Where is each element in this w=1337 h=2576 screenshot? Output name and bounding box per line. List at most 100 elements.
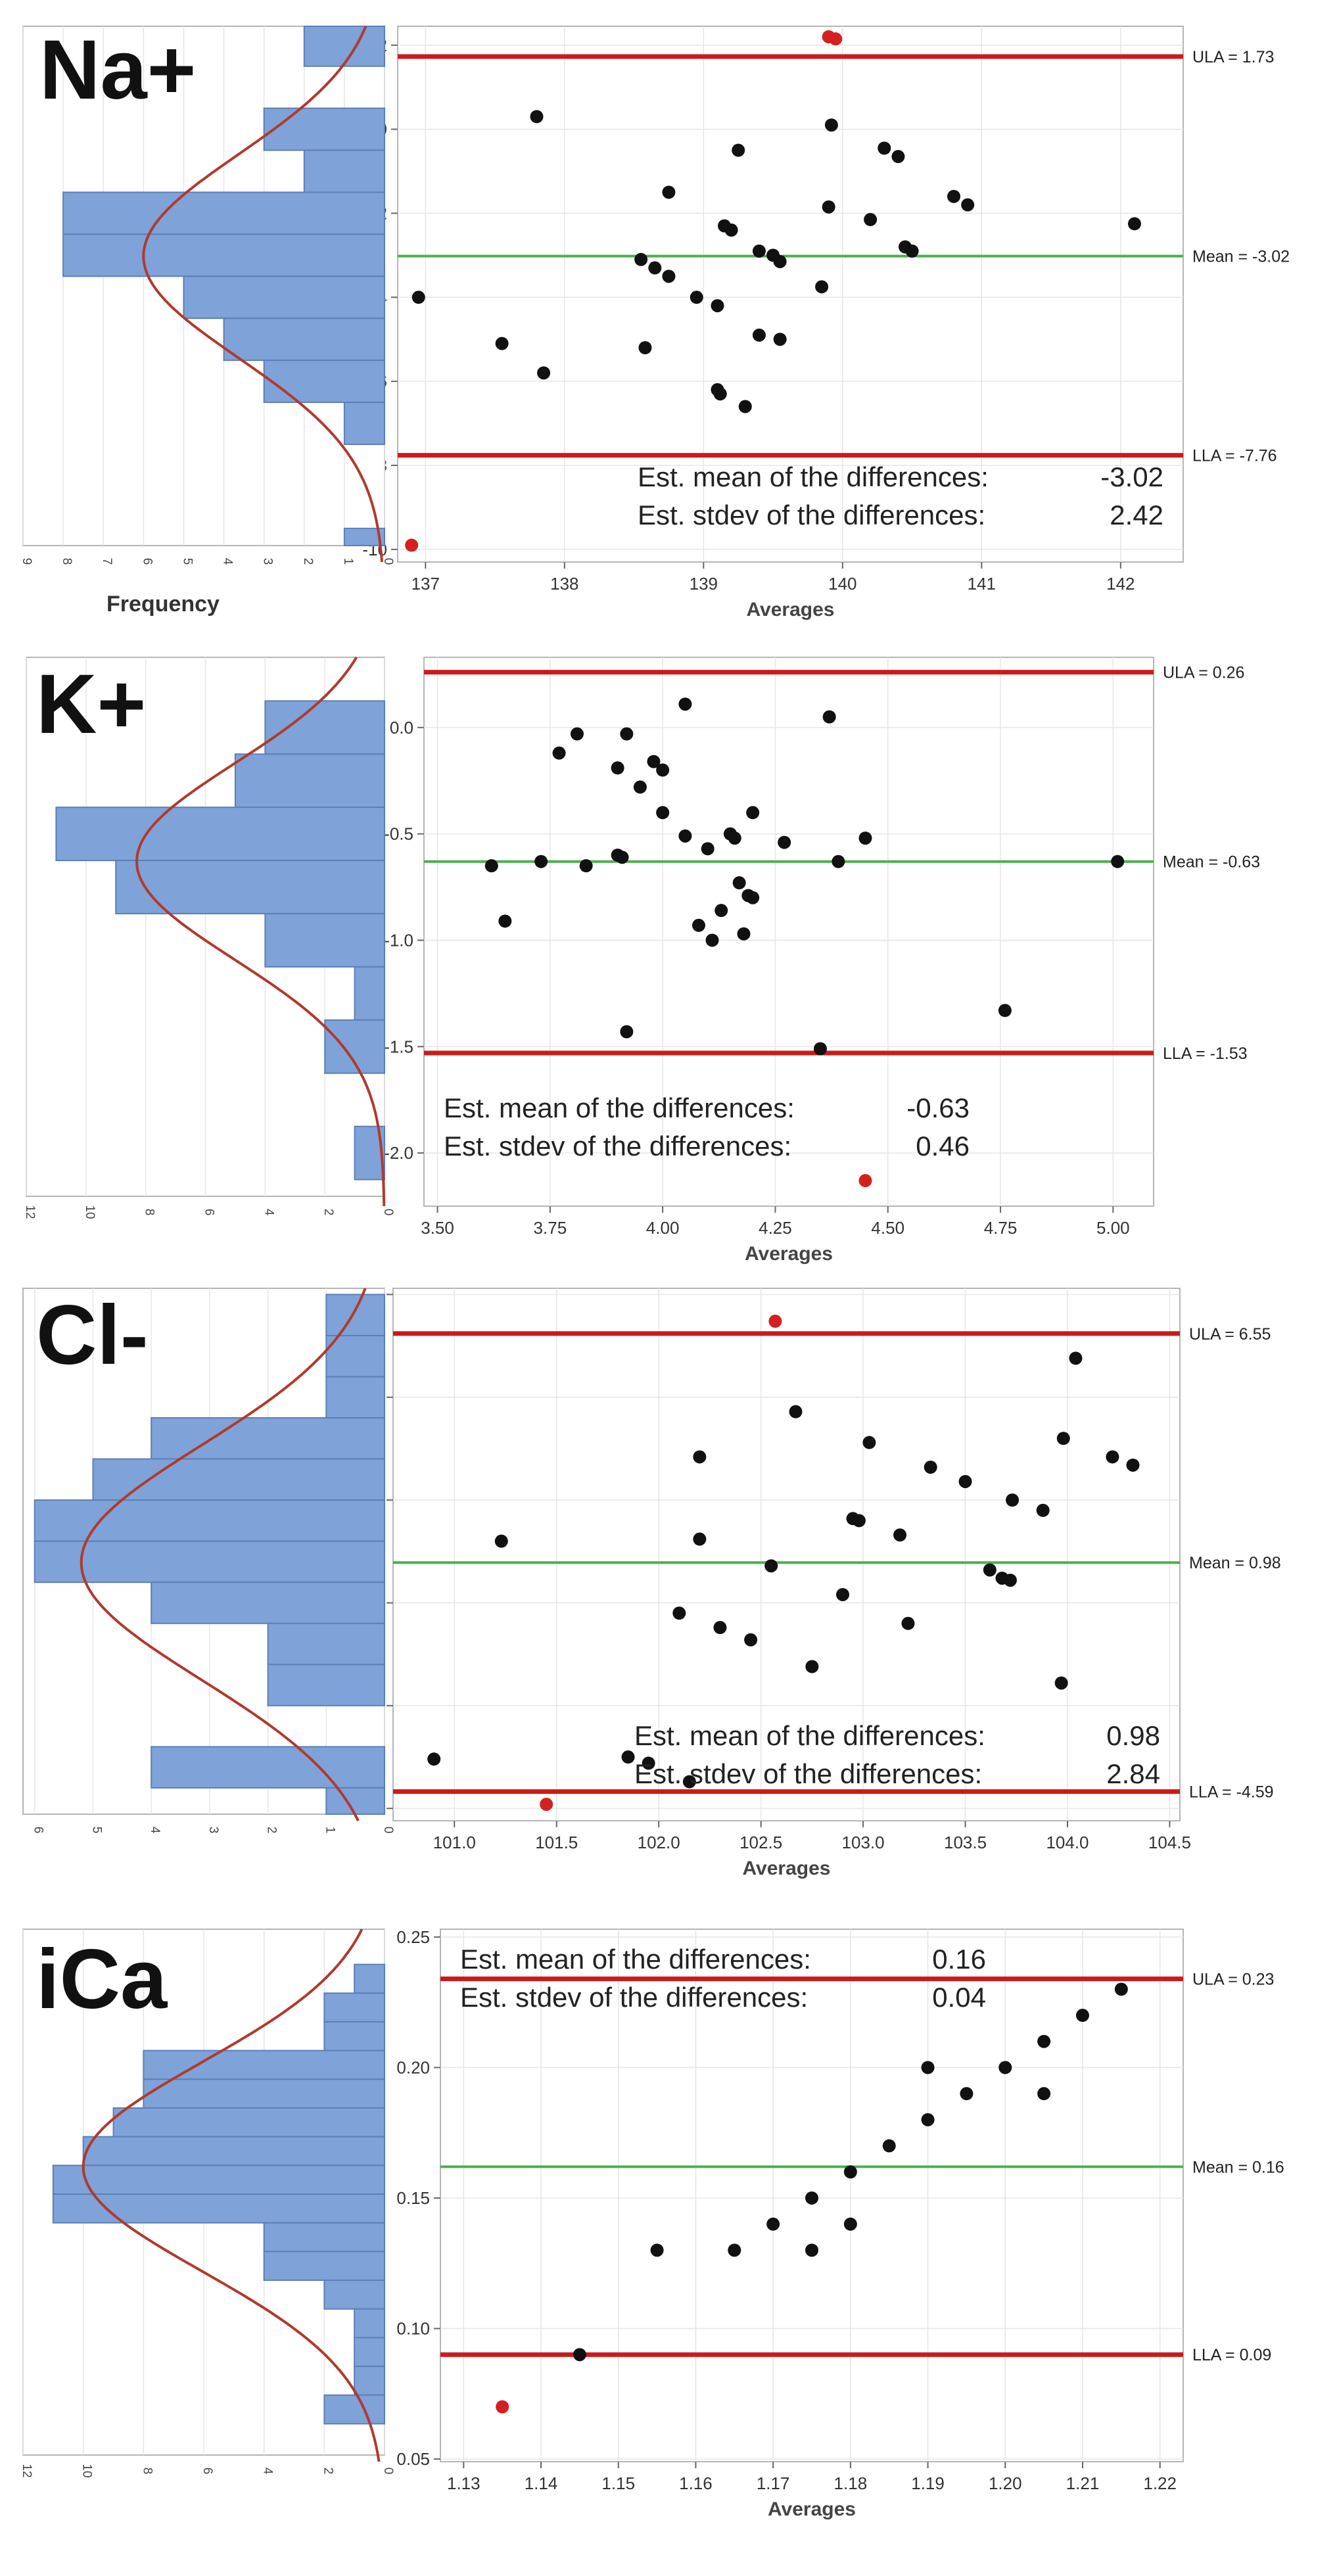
histogram-bar <box>343 402 386 446</box>
annotation-box: Est. mean of the differences: 0.98 Est. st… <box>634 1720 1160 1789</box>
x-axis-label: Averages <box>745 1243 833 1265</box>
data-point <box>891 150 905 164</box>
histogram-bar <box>325 1294 385 1336</box>
plot-frame <box>392 1288 1181 1821</box>
data-point <box>552 746 566 760</box>
data-point <box>843 2165 857 2179</box>
histogram-bar <box>323 2021 386 2051</box>
data-point <box>705 933 719 947</box>
histogram-tick-label: 8 <box>143 1209 156 1216</box>
k-scatter-plot: 3.50 3.75 4.00 4.25 4.50 4.75 5.00 0.0 -0.5 -1.0 -… <box>384 657 1260 1265</box>
data-point <box>650 2243 664 2257</box>
data-point <box>958 1474 972 1488</box>
x-axis-label: Averages <box>743 1858 831 1879</box>
x-tick-label: 103.5 <box>944 1833 987 1852</box>
y-tick-label: 0.0 <box>390 718 413 738</box>
histogram-tick-label: 4 <box>221 558 235 565</box>
histogram-bar <box>52 2193 385 2224</box>
data-point <box>724 223 738 237</box>
x-tick-label: 4.00 <box>646 1218 680 1238</box>
x-tick-label: 4.75 <box>984 1218 1018 1238</box>
data-point <box>656 763 670 777</box>
lla-label: LLA = 0.09 <box>1192 2346 1271 2364</box>
histogram-bar <box>223 317 385 362</box>
y-tick-label: 0.15 <box>396 2188 430 2208</box>
histogram-bar <box>55 807 386 862</box>
data-point <box>693 1450 707 1464</box>
histogram-tick-label: 2 <box>301 558 315 565</box>
histogram-tick-label: 4 <box>148 1827 162 1834</box>
data-point <box>621 1750 635 1764</box>
histogram-bar <box>325 1787 385 1815</box>
data-point <box>893 1528 907 1542</box>
annotation-label: Est. mean of the differences: <box>444 1092 795 1123</box>
y-tick-label: -1.5 <box>384 1037 413 1056</box>
data-point <box>832 855 845 868</box>
data-point <box>858 831 872 845</box>
data-point <box>864 213 878 227</box>
histogram-tick-label: 5 <box>89 1827 103 1834</box>
data-point <box>822 710 836 724</box>
annotation-value: 0.04 <box>932 1982 986 2013</box>
histogram-bar <box>34 1499 385 1542</box>
data-point <box>921 2113 935 2126</box>
data-point <box>732 876 746 890</box>
histogram-tick-label: 4 <box>262 1209 275 1216</box>
data-point <box>620 727 634 741</box>
histogram-tick-label: 9 <box>20 558 34 565</box>
x-tick-label: 141 <box>968 574 996 594</box>
histogram-bar <box>354 966 385 1021</box>
data-point <box>713 387 727 401</box>
data-point <box>1111 855 1125 868</box>
x-tick-label: 104.5 <box>1148 1833 1191 1852</box>
lla-label: LLA = -4.59 <box>1189 1783 1274 1802</box>
cl-scatter-plot: 101.0 101.5 102.0 102.5 103.0 103.5 104.0 104.5… <box>353 1284 1281 1879</box>
data-point <box>620 1025 634 1039</box>
outlier-point <box>405 538 419 552</box>
data-point <box>693 1532 707 1546</box>
data-point <box>824 118 838 132</box>
y-tick-label: 0.20 <box>396 2057 430 2077</box>
histogram-tick-label: 6 <box>200 2468 214 2475</box>
ula-label: ULA = 6.55 <box>1189 1325 1271 1344</box>
x-tick-label: 3.75 <box>534 1218 567 1238</box>
data-point <box>611 761 624 775</box>
annotation-box: Est. mean of the differences: 0.16 Est. st… <box>460 1944 986 2013</box>
histogram-tick-label: 3 <box>206 1827 220 1834</box>
histogram-tick-label: 7 <box>100 558 114 565</box>
histogram-tick-label: 6 <box>202 1209 216 1216</box>
data-point <box>901 1616 915 1630</box>
data-point <box>1075 2009 1089 2023</box>
histogram-bar <box>354 2366 386 2396</box>
ica-scatter-plot: 1.13 1.14 1.15 1.16 1.17 1.18 1.19 1.20 1.21 1.22… <box>396 1927 1284 2520</box>
data-point <box>764 1559 778 1573</box>
data-point <box>656 806 670 820</box>
normal-curve <box>142 26 383 563</box>
x-tick-label: 1.13 <box>447 2473 481 2493</box>
na-histogram: 9 8 7 6 5 4 3 2 1 0 Frequency <box>20 26 395 617</box>
histogram-tick-label: 2 <box>265 1827 279 1834</box>
data-point <box>537 366 551 380</box>
histogram-tick-label: 0 <box>381 558 395 565</box>
mean-label: Mean = 0.98 <box>1189 1554 1281 1572</box>
x-tick-label: 1.16 <box>679 2473 713 2493</box>
ula-label: ULA = 0.26 <box>1163 664 1244 682</box>
data-point <box>690 291 703 304</box>
data-point <box>728 2243 741 2257</box>
x-tick-label: 101.5 <box>535 1833 578 1852</box>
histogram-tick-label: 1 <box>323 1827 337 1834</box>
annotation-value: 0.16 <box>932 1944 986 1975</box>
data-point <box>682 1775 696 1789</box>
histogram-tick-label: 8 <box>60 558 74 565</box>
x-axis-label: Averages <box>768 2498 856 2520</box>
data-point <box>813 1042 827 1056</box>
normal-curve <box>135 656 386 1206</box>
histogram-tick-label: 10 <box>80 2464 94 2477</box>
data-point <box>843 2217 857 2231</box>
histogram-bar <box>354 2308 386 2339</box>
x-tick-label: 1.19 <box>911 2473 945 2493</box>
data-point <box>998 1004 1012 1018</box>
annotation-label: Est. stdev of the differences: <box>638 500 985 530</box>
